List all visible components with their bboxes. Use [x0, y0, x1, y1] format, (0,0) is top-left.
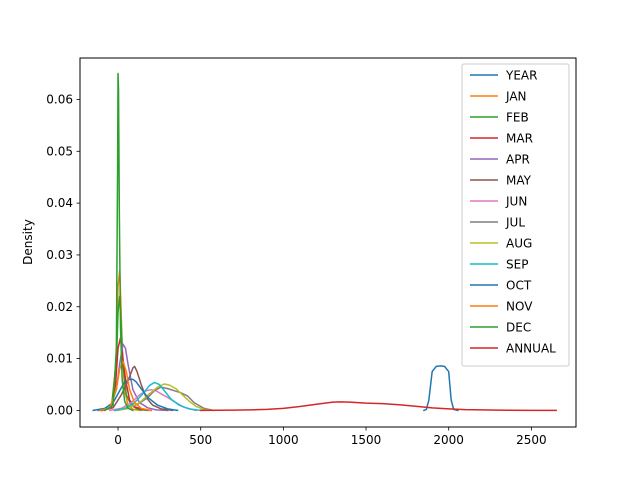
y-tick-label: 0.00	[46, 403, 73, 417]
legend-label-jun: JUN	[505, 195, 527, 209]
y-axis: 0.00 0.01 0.02 0.03 0.04 0.05 0.06	[46, 92, 80, 417]
legend: YEAR JAN FEB MAR APR MAY JUN JUL AUG SEP OCT NOV DEC…	[461, 63, 570, 367]
series-line-sep	[113, 381, 202, 412]
x-tick-label: 1000	[268, 433, 299, 447]
x-tick-label: 0	[114, 433, 122, 447]
axes-frame	[79, 57, 577, 428]
x-tick-label: 500	[189, 433, 212, 447]
x-tick-label: 1500	[351, 433, 382, 447]
y-tick-label: 0.03	[46, 248, 73, 262]
series-line-annual	[199, 401, 557, 412]
legend-label-apr: APR	[506, 153, 530, 167]
legend-label-mar: MAR	[506, 132, 533, 146]
series-line-year	[422, 365, 459, 412]
legend-frame	[461, 63, 570, 367]
legend-label-jan: JAN	[505, 90, 527, 104]
legend-label-feb: FEB	[506, 111, 529, 125]
series-line-aug	[117, 383, 215, 412]
plot-lines	[92, 72, 557, 412]
series-line-dec	[103, 72, 134, 412]
y-tick-label: 0.04	[46, 196, 73, 210]
legend-label-year: YEAR	[505, 69, 537, 83]
x-tick-label: 2000	[433, 433, 464, 447]
y-tick-label: 0.05	[46, 144, 73, 158]
y-axis-label: Density	[21, 219, 35, 265]
y-tick-label: 0.01	[46, 352, 73, 366]
x-axis: 0 500 1000 1500 2000 2500	[114, 427, 547, 447]
legend-label-sep: SEP	[506, 258, 528, 272]
y-tick-label: 0.06	[46, 92, 73, 106]
legend-label-may: MAY	[506, 174, 532, 188]
legend-label-jul: JUL	[505, 216, 525, 230]
legend-label-nov: NOV	[506, 300, 533, 314]
legend-label-dec: DEC	[506, 321, 531, 335]
x-tick-label: 2500	[516, 433, 547, 447]
legend-label-aug: AUG	[506, 237, 532, 251]
y-tick-label: 0.02	[46, 300, 73, 314]
legend-label-oct: OCT	[506, 279, 532, 293]
series-line-may	[100, 365, 174, 412]
legend-label-annual: ANNUAL	[506, 342, 556, 356]
